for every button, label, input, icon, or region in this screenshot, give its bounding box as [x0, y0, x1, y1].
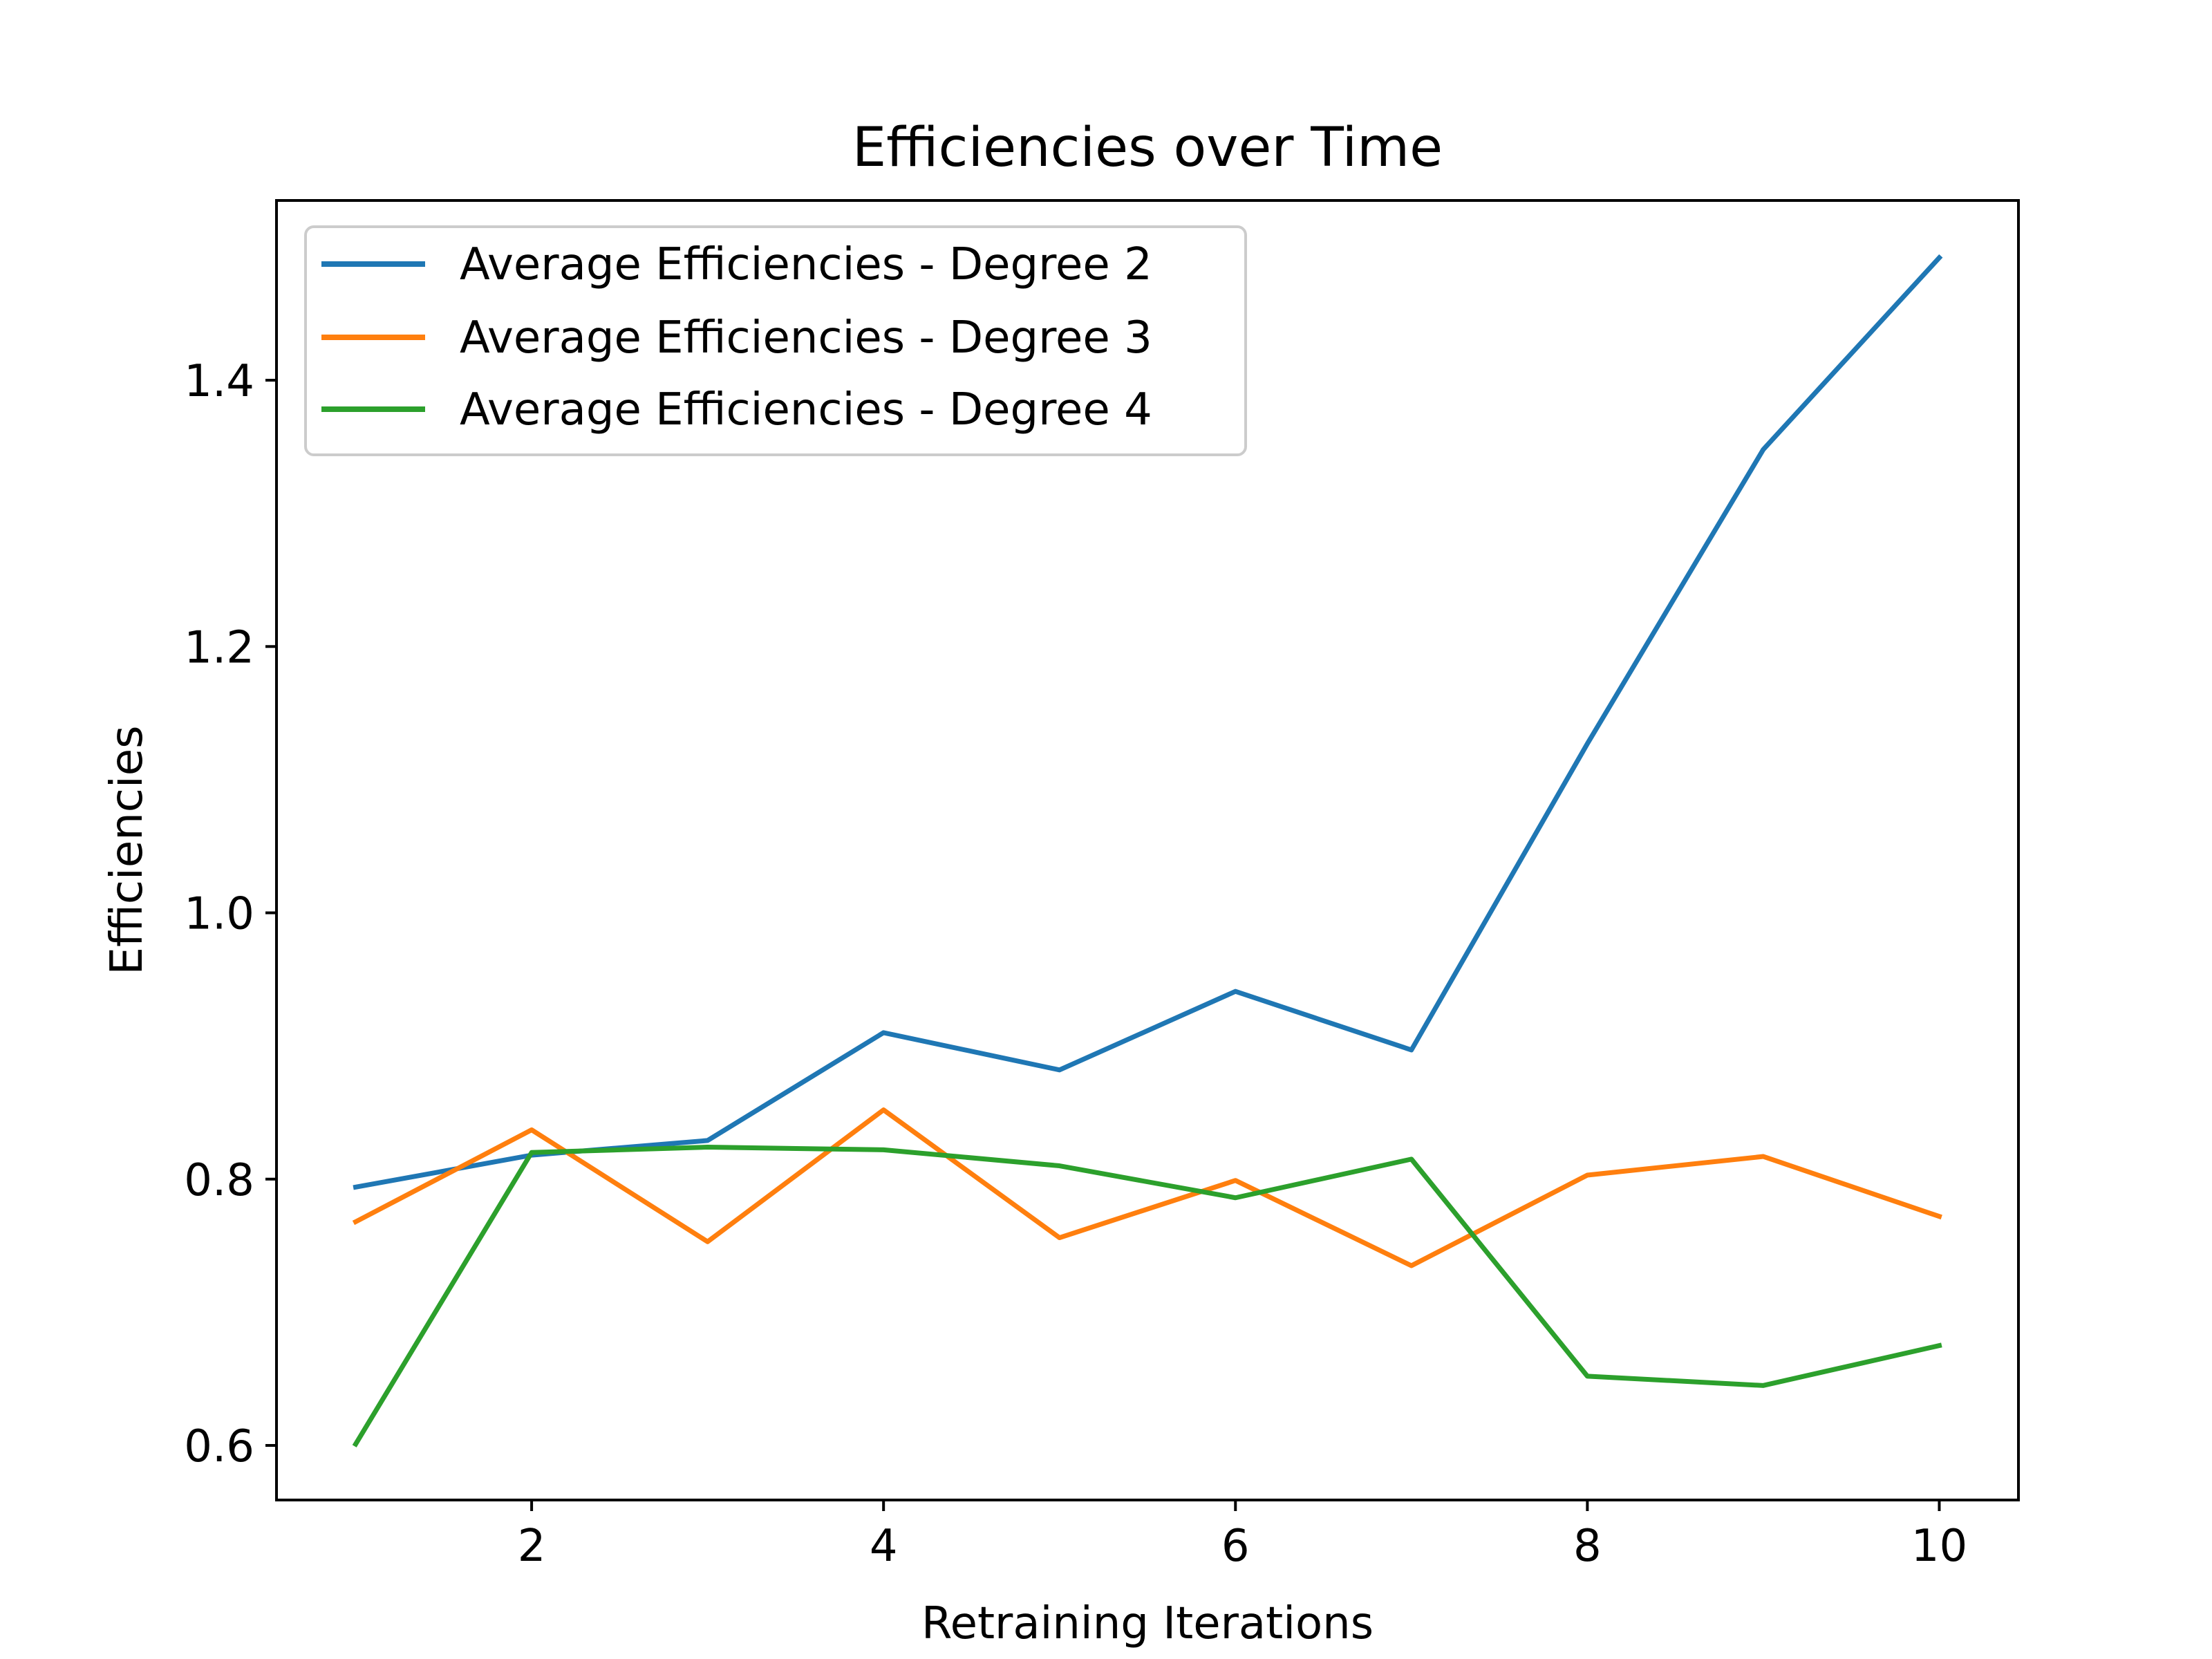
- x-tick-label: 4: [870, 1521, 898, 1572]
- y-axis-ticks: 0.6 0.8 1.0 1.2 1.4: [184, 356, 276, 1472]
- series-line-degree-3: [352, 1107, 1942, 1268]
- x-tick-label: 10: [1911, 1521, 1967, 1572]
- x-tick-label: 2: [518, 1521, 546, 1572]
- plot-area: [352, 254, 1943, 1447]
- series-line-degree-4: [352, 1145, 1942, 1447]
- x-axis-label: Retraining Iterations: [921, 1598, 1374, 1649]
- plot-frame: [275, 199, 2020, 1501]
- x-axis-ticks: 2 4 6 8 10: [518, 1500, 1967, 1572]
- x-tick-label: 8: [1573, 1521, 1602, 1572]
- legend-box: [304, 225, 1247, 456]
- legend: Average Efficiencies - Degree 2 Average …: [304, 225, 1247, 456]
- y-tick-label: 0.6: [184, 1421, 254, 1472]
- legend-label-degree-3: Average Efficiencies - Degree 3: [460, 312, 1152, 364]
- chart-title: Efficiencies over Time: [852, 117, 1443, 179]
- y-tick-label: 0.8: [184, 1155, 254, 1206]
- legend-label-degree-2: Average Efficiencies - Degree 2: [460, 239, 1152, 290]
- y-tick-label: 1.0: [184, 889, 254, 940]
- y-tick-label: 1.4: [184, 356, 254, 407]
- y-tick-label: 1.2: [184, 622, 254, 673]
- legend-label-degree-4: Average Efficiencies - Degree 4: [460, 384, 1152, 435]
- y-axis-label: Efficiencies: [102, 726, 153, 975]
- x-tick-label: 6: [1221, 1521, 1250, 1572]
